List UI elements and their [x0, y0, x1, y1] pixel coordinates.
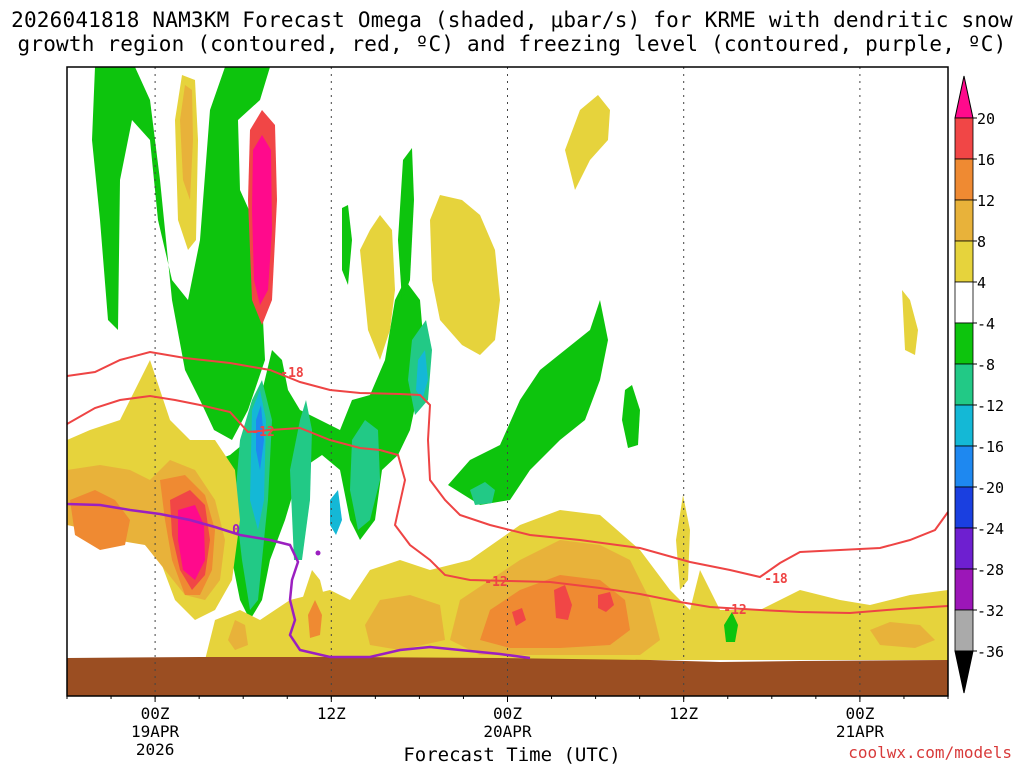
- x-tick-label: 12Z: [669, 704, 698, 723]
- omega-region-red-low2: [598, 592, 614, 612]
- source-credit: coolwx.com/models: [848, 743, 1012, 762]
- colorbar-swatch: [954, 486, 974, 529]
- omega-region-cyan-3: [330, 490, 342, 535]
- colorbar-swatch: [954, 117, 974, 160]
- colorbar-swatch: [954, 527, 974, 570]
- freezing-level-dot: [315, 550, 321, 556]
- colorbar-label: 8: [977, 233, 986, 251]
- x-tick-date: 20APR: [483, 722, 532, 741]
- colorbar-label: -16: [977, 438, 1004, 456]
- colorbar-label: 4: [977, 274, 986, 292]
- contour-lines: [67, 350, 948, 660]
- omega-region-gold-low4: [228, 620, 248, 650]
- omega-region-blue: [256, 405, 264, 470]
- omega-region-green-low: [724, 612, 738, 642]
- omega-shading: [67, 67, 948, 696]
- colorbar-swatch: [954, 199, 974, 242]
- colorbar-label: -12: [977, 397, 1004, 415]
- omega-region-pink-upper: [252, 135, 272, 305]
- omega-region-cyan-2: [416, 350, 428, 400]
- chart-grid: 2503003504004505005506006507007508008509…: [66, 67, 949, 759]
- colorbar-swatch: [954, 609, 974, 652]
- omega-region-red-low1: [554, 585, 572, 620]
- colorbar-label: -32: [977, 602, 1004, 620]
- colorbar-label: -20: [977, 479, 1004, 497]
- x-tick-date: 21APR: [836, 722, 885, 741]
- contour-label: -18: [280, 366, 304, 381]
- contour-labels: -18 -12 0 -12 -18 -12: [232, 366, 788, 618]
- chart-title-line-1: 2026041818 NAM3KM Forecast Omega (shaded…: [11, 8, 1013, 32]
- contour-minus18: [67, 350, 948, 579]
- omega-region-gold-low2: [365, 595, 445, 650]
- omega-region-green-col2: [398, 148, 414, 300]
- colorbar-label: -8: [977, 356, 995, 374]
- omega-region-teal-4: [470, 482, 495, 505]
- contour-label: -18: [764, 572, 788, 587]
- colorbar-swatch: [954, 158, 974, 201]
- colorbar-label: -36: [977, 643, 1004, 661]
- omega-region-pink-left: [178, 505, 205, 580]
- chart-title-line-2: growth region (contoured, red, ºC) and f…: [17, 32, 1007, 56]
- colorbar-swatch: [954, 445, 974, 488]
- omega-region-yellow-c3: [430, 195, 500, 355]
- colorbar-label: 12: [977, 192, 995, 210]
- colorbar-label: -4: [977, 315, 995, 333]
- omega-region-yellow-spike: [676, 495, 690, 590]
- colorbar: 20 16 12 8 4 -4 -8 -12 -16 -20 -24 -28 -32 -36: [954, 75, 1004, 694]
- colorbar-label: 16: [977, 151, 995, 169]
- plot-frame: [66, 66, 949, 697]
- x-tick-label: 12Z: [317, 704, 346, 723]
- omega-region-green-col: [342, 205, 352, 285]
- contour-label: -12: [251, 425, 274, 440]
- colorbar-swatch: [954, 322, 974, 365]
- colorbar-label: -24: [977, 520, 1004, 538]
- x-tick-label: 00Z: [845, 704, 874, 723]
- contour-freezing-level: [67, 502, 531, 660]
- contour-label: -12: [484, 575, 507, 590]
- contour-label: -12: [723, 603, 746, 618]
- omega-region-gold-upper: [180, 85, 193, 200]
- contour-minus12: [67, 394, 948, 615]
- omega-region-gold-low3: [870, 622, 935, 648]
- omega-region-green-small: [622, 385, 640, 448]
- x-tick-year: 2026: [136, 740, 175, 759]
- omega-region-red-low3: [512, 608, 526, 626]
- omega-region-teal-2: [290, 400, 312, 560]
- colorbar-swatch: [954, 281, 974, 324]
- colorbar-label: -28: [977, 561, 1004, 579]
- omega-region-green-right: [448, 300, 608, 505]
- omega-region-orange-low: [480, 575, 630, 648]
- x-tick-date: 19APR: [131, 722, 180, 741]
- colorbar-bottom-arrow: [954, 650, 974, 694]
- x-axis-label: Forecast Time (UTC): [403, 744, 621, 766]
- omega-region-yellow-c2: [360, 215, 395, 360]
- colorbar-swatch: [954, 568, 974, 611]
- colorbar-label: 20: [977, 110, 995, 128]
- omega-region-yellow-c5: [902, 290, 918, 355]
- omega-region-yellow-c4: [565, 95, 610, 190]
- x-tick-label: 00Z: [141, 704, 170, 723]
- colorbar-top-arrow: [954, 75, 974, 119]
- omega-region-orange-sm: [308, 600, 322, 638]
- contour-label: 0: [232, 523, 240, 538]
- x-tick-label: 00Z: [493, 704, 522, 723]
- omega-region-green-upper: [92, 67, 270, 440]
- colorbar-swatch: [954, 363, 974, 406]
- colorbar-swatch: [954, 404, 974, 447]
- colorbar-swatch: [954, 240, 974, 283]
